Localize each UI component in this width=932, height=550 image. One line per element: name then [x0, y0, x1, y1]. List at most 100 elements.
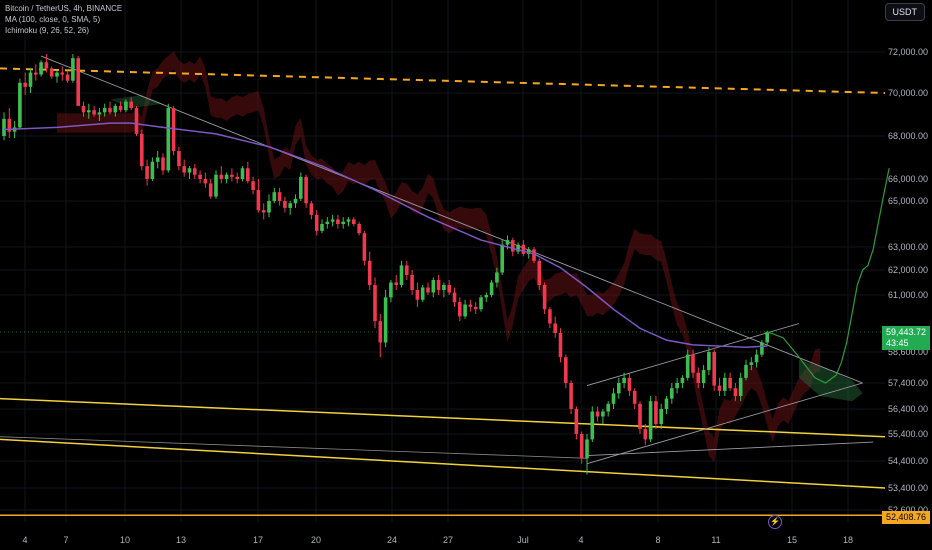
candle-body: [627, 377, 632, 391]
candle: [256, 179, 261, 213]
projection: [766, 168, 890, 384]
candle: [426, 282, 430, 295]
candle: [71, 54, 75, 83]
candle: [564, 354, 568, 389]
candle-body: [659, 409, 663, 424]
candle-body: [44, 62, 49, 69]
candle: [134, 105, 139, 136]
candle-body: [717, 385, 722, 391]
candle-body: [643, 429, 648, 440]
candle: [341, 217, 345, 229]
candle-body: [542, 285, 547, 310]
candle-body: [654, 401, 658, 424]
channel-lower: [586, 382, 863, 465]
candle-body: [134, 108, 139, 134]
candle: [569, 380, 573, 414]
candle-body: [463, 304, 467, 317]
candle-body: [754, 354, 759, 363]
candle: [219, 166, 224, 184]
candle-body: [696, 372, 701, 383]
candle: [601, 409, 605, 424]
candle-body: [680, 377, 685, 383]
candle: [288, 201, 292, 215]
candle: [346, 217, 351, 227]
candle: [208, 179, 213, 199]
candle: [712, 349, 716, 391]
cloud-bullish: [110, 95, 163, 109]
candle-body: [511, 240, 515, 252]
candle: [632, 388, 637, 409]
lightning-icon[interactable]: ⚡: [768, 515, 782, 529]
candle: [495, 267, 499, 288]
candle: [272, 187, 277, 204]
candle-body: [18, 82, 22, 128]
candle-body: [97, 112, 102, 115]
candle-body: [166, 108, 171, 171]
candle: [664, 396, 669, 414]
candle: [744, 359, 748, 381]
candle-body: [744, 364, 748, 378]
candle: [299, 172, 303, 201]
date-tick-label: 27: [443, 535, 453, 545]
legend-symbol[interactable]: Bitcoin / TetherUS, 4h, BINANCE: [5, 4, 123, 13]
candle: [92, 105, 96, 117]
candle-body: [219, 174, 224, 179]
candle-body: [140, 133, 144, 167]
candle-body: [304, 176, 308, 204]
candle: [203, 172, 208, 188]
candle: [113, 103, 118, 117]
candle: [405, 260, 409, 280]
candle: [166, 103, 171, 173]
candle: [224, 172, 229, 184]
candle-body: [574, 409, 579, 434]
candle: [187, 166, 192, 179]
ma-100-line: [3, 122, 768, 349]
candle: [537, 258, 542, 290]
legend-ma[interactable]: MA (100, close, 0, SMA, 5): [5, 15, 101, 24]
currency-button[interactable]: USDT: [884, 3, 925, 21]
candle-body: [203, 179, 208, 184]
candle-body: [723, 377, 727, 391]
candle: [638, 401, 642, 434]
candle: [235, 172, 239, 184]
legend-ichimoku[interactable]: Ichimoku (9, 26, 52, 26): [5, 26, 90, 35]
candle-body: [516, 244, 520, 252]
date-tick-label: 4: [22, 535, 27, 545]
candle: [60, 66, 65, 81]
candle: [314, 210, 319, 236]
candle: [177, 146, 181, 171]
date-tick-label: 13: [176, 535, 186, 545]
candle-body: [108, 108, 112, 113]
yellow-line: [0, 397, 886, 438]
date-tick-label: 15: [787, 535, 797, 545]
candle: [516, 242, 520, 254]
candle-body: [71, 58, 75, 81]
date-tick-label: 20: [311, 535, 321, 545]
candle: [749, 357, 754, 371]
candle-body: [373, 285, 377, 322]
candle: [590, 406, 595, 443]
candle: [198, 170, 202, 184]
candle-body: [394, 282, 398, 285]
gray-horizontal: [586, 441, 874, 457]
candle: [394, 275, 398, 290]
date-tick-label: Jul: [517, 535, 529, 545]
orange-dashed-line: [0, 67, 886, 94]
candle-body: [558, 333, 563, 358]
candles: [2, 54, 769, 475]
ma-line: [3, 122, 768, 349]
candle-body: [7, 118, 12, 132]
candle-body: [606, 403, 610, 412]
candle-body: [261, 210, 266, 213]
candle: [155, 151, 160, 169]
candle-body: [177, 151, 181, 167]
candle-body: [49, 68, 54, 77]
candle: [2, 112, 6, 141]
candle-body: [378, 321, 383, 343]
candle: [118, 101, 123, 113]
candle-body: [749, 362, 754, 365]
candle: [558, 328, 563, 363]
candle: [378, 314, 383, 358]
candle-body: [468, 304, 473, 307]
